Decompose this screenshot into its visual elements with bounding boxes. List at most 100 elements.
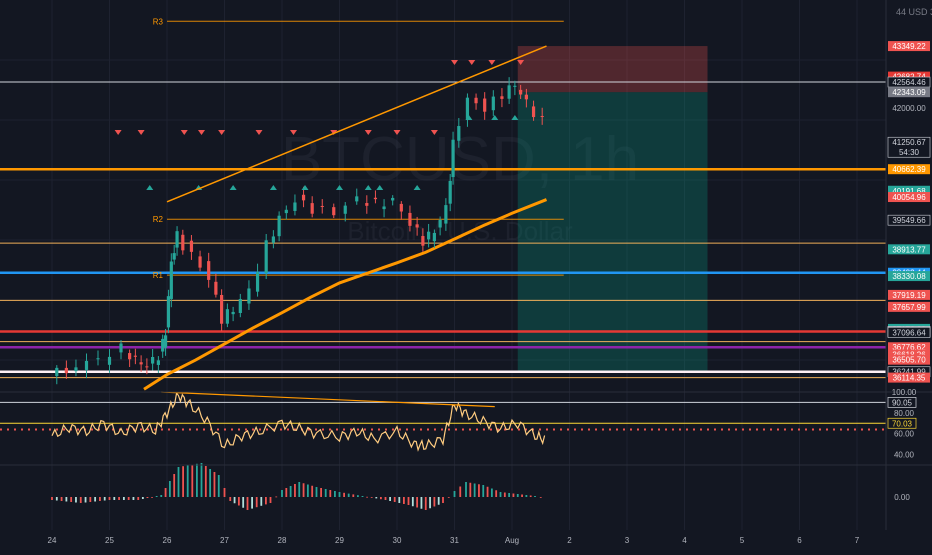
candle[interactable] xyxy=(444,205,448,224)
candle[interactable] xyxy=(214,281,218,295)
price-label-tag[interactable] xyxy=(887,214,931,226)
candle[interactable] xyxy=(96,358,100,360)
candle[interactable] xyxy=(438,219,442,228)
candle[interactable] xyxy=(415,224,419,228)
candle[interactable] xyxy=(225,309,229,324)
candle[interactable] xyxy=(139,362,143,365)
candle[interactable] xyxy=(320,205,324,207)
candle[interactable] xyxy=(169,261,173,299)
candle[interactable] xyxy=(247,288,251,304)
price-label-tag[interactable] xyxy=(888,41,930,52)
candle[interactable] xyxy=(540,116,544,118)
candle[interactable] xyxy=(64,367,68,374)
price-pane[interactable]: R3 R2 R1 xyxy=(0,17,886,391)
histogram-bar xyxy=(155,496,158,497)
candle[interactable] xyxy=(373,197,378,200)
candle[interactable] xyxy=(451,139,455,178)
price-label-tag[interactable] xyxy=(888,301,930,312)
upper-trendline[interactable] xyxy=(166,45,547,203)
price-label-tag[interactable] xyxy=(887,76,931,88)
candle[interactable] xyxy=(483,98,487,112)
histogram-bar xyxy=(285,488,288,497)
candle[interactable] xyxy=(55,367,59,376)
price-label-tag[interactable] xyxy=(888,192,930,203)
oscillator-line[interactable] xyxy=(51,391,546,452)
candle[interactable] xyxy=(382,206,386,210)
price-label-tag[interactable] xyxy=(888,289,930,300)
candle[interactable] xyxy=(128,353,132,360)
price-label-tag[interactable] xyxy=(888,185,930,196)
candle[interactable] xyxy=(507,85,511,99)
candle[interactable] xyxy=(172,253,176,260)
candle[interactable] xyxy=(301,194,306,201)
candle[interactable] xyxy=(365,203,369,206)
candle[interactable] xyxy=(531,106,536,118)
candle[interactable] xyxy=(198,256,202,268)
price-label-tag[interactable] xyxy=(888,87,930,98)
candle[interactable] xyxy=(284,209,288,214)
candle[interactable] xyxy=(519,89,523,95)
candle[interactable] xyxy=(408,212,412,226)
take-profit-zone[interactable] xyxy=(517,92,708,372)
candle[interactable] xyxy=(84,360,89,370)
price-label-tag[interactable] xyxy=(888,271,930,282)
histogram-bar xyxy=(246,497,249,510)
histogram-pane[interactable] xyxy=(51,463,542,510)
candle[interactable] xyxy=(457,126,461,141)
candle[interactable] xyxy=(238,298,242,313)
price-label-tag[interactable] xyxy=(887,327,931,338)
candle[interactable] xyxy=(119,343,123,353)
candle[interactable] xyxy=(427,231,431,240)
price-label-tag[interactable] xyxy=(888,164,930,175)
candle[interactable] xyxy=(465,97,470,119)
candle[interactable] xyxy=(391,197,395,201)
candle[interactable] xyxy=(332,207,336,216)
candle[interactable] xyxy=(474,97,478,104)
price-label-tag[interactable] xyxy=(888,244,930,255)
candle[interactable] xyxy=(145,366,149,368)
price-label-tag[interactable] xyxy=(888,71,930,82)
candle[interactable] xyxy=(421,236,425,246)
candle[interactable] xyxy=(189,240,194,252)
candle[interactable] xyxy=(277,215,281,237)
candle[interactable] xyxy=(355,196,359,202)
price-label-tag[interactable] xyxy=(887,136,931,158)
candle[interactable] xyxy=(524,94,528,100)
stop-loss-zone[interactable] xyxy=(517,46,708,93)
candle[interactable] xyxy=(399,203,403,212)
candle[interactable] xyxy=(513,85,517,87)
candle[interactable] xyxy=(166,296,171,328)
price-label-tag[interactable] xyxy=(888,372,930,383)
candle[interactable] xyxy=(181,234,185,251)
candle[interactable] xyxy=(74,367,78,372)
oscillator-pane[interactable] xyxy=(0,391,886,452)
candle[interactable] xyxy=(500,96,504,99)
candle[interactable] xyxy=(432,232,436,242)
candle[interactable] xyxy=(264,240,268,274)
candle[interactable] xyxy=(255,271,260,292)
candle[interactable] xyxy=(220,295,224,324)
candle[interactable] xyxy=(107,356,112,365)
candle[interactable] xyxy=(271,236,275,243)
candle[interactable] xyxy=(175,231,179,248)
candle[interactable] xyxy=(231,311,235,315)
divergence-line[interactable] xyxy=(161,391,495,408)
moving-average-line[interactable] xyxy=(143,198,548,391)
candle[interactable] xyxy=(133,355,137,357)
price-label-tag[interactable] xyxy=(888,342,930,353)
candle[interactable] xyxy=(293,202,297,211)
candle[interactable] xyxy=(343,205,347,214)
candle[interactable] xyxy=(163,335,168,348)
candle[interactable] xyxy=(151,356,155,364)
histogram-bar xyxy=(482,485,485,497)
candle[interactable] xyxy=(491,96,495,111)
candle[interactable] xyxy=(161,338,165,352)
candle[interactable] xyxy=(448,180,452,204)
candle[interactable] xyxy=(156,360,160,365)
candle[interactable] xyxy=(207,261,211,280)
candle[interactable] xyxy=(310,203,314,214)
price-label-tag[interactable] xyxy=(888,354,930,365)
